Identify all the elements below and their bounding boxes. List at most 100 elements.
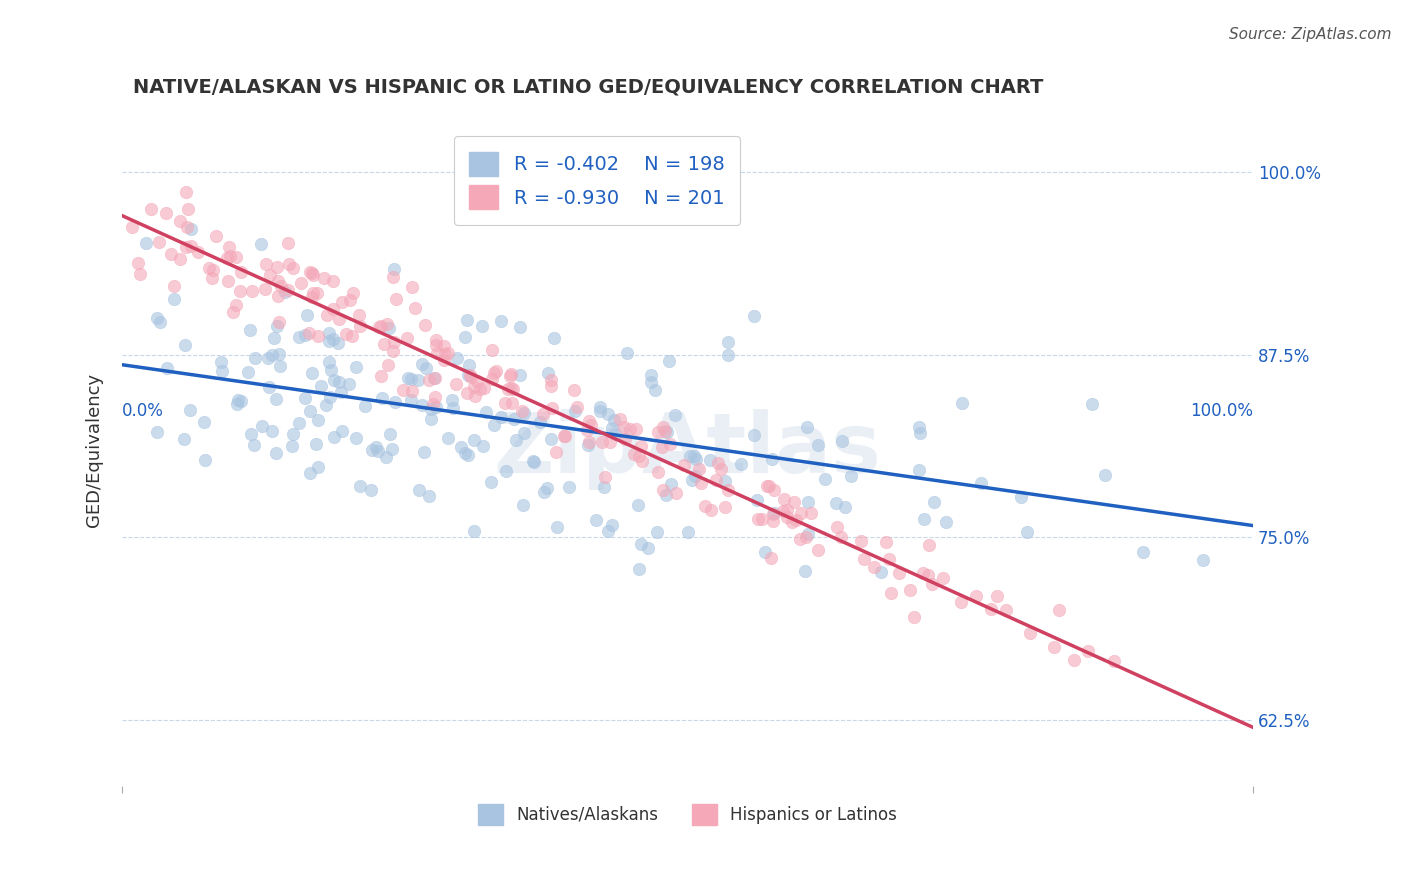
Point — [553, 429, 575, 443]
Point — [759, 550, 782, 565]
Point — [411, 398, 433, 412]
Point — [377, 358, 399, 372]
Point — [911, 566, 934, 581]
Point — [340, 328, 363, 343]
Point — [468, 382, 491, 396]
Point — [489, 314, 512, 328]
Point — [250, 236, 273, 251]
Point — [257, 380, 280, 394]
Point — [714, 500, 737, 514]
Point — [544, 445, 567, 459]
Point — [169, 252, 191, 266]
Point — [460, 370, 482, 384]
Point — [309, 379, 332, 393]
Point — [433, 353, 456, 368]
Point — [415, 361, 437, 376]
Point — [159, 247, 181, 261]
Point — [877, 552, 900, 566]
Point — [211, 364, 233, 378]
Point — [361, 443, 384, 458]
Point — [710, 462, 733, 476]
Point — [408, 483, 430, 498]
Point — [776, 510, 799, 524]
Point — [277, 283, 299, 297]
Point — [436, 345, 458, 359]
Point — [637, 541, 659, 555]
Point — [676, 524, 699, 539]
Point — [418, 489, 440, 503]
Point — [783, 494, 806, 508]
Point — [301, 290, 323, 304]
Point — [404, 301, 426, 315]
Point — [543, 330, 565, 344]
Point — [471, 318, 494, 333]
Point — [463, 379, 485, 393]
Point — [425, 370, 447, 384]
Text: Source: ZipAtlas.com: Source: ZipAtlas.com — [1229, 27, 1392, 42]
Point — [187, 244, 209, 259]
Point — [229, 285, 252, 299]
Text: NATIVE/ALASKAN VS HISPANIC OR LATINO GED/EQUIVALENCY CORRELATION CHART: NATIVE/ALASKAN VS HISPANIC OR LATINO GED… — [134, 78, 1043, 96]
Point — [509, 368, 531, 383]
Point — [869, 566, 891, 580]
Point — [422, 371, 444, 385]
Point — [664, 408, 686, 422]
Point — [290, 277, 312, 291]
Point — [344, 431, 367, 445]
Point — [797, 494, 820, 508]
Point — [509, 319, 531, 334]
Point — [917, 568, 939, 582]
Point — [562, 383, 585, 397]
Point — [135, 235, 157, 250]
Point — [762, 506, 785, 520]
Point — [163, 292, 186, 306]
Point — [288, 416, 311, 430]
Point — [378, 427, 401, 442]
Point — [575, 423, 598, 437]
Point — [218, 240, 240, 254]
Point — [689, 476, 711, 491]
Point — [353, 400, 375, 414]
Point — [396, 371, 419, 385]
Point — [401, 392, 423, 407]
Point — [627, 498, 650, 512]
Point — [599, 435, 621, 450]
Point — [907, 419, 929, 434]
Point — [322, 332, 344, 346]
Point — [912, 511, 935, 525]
Point — [422, 397, 444, 411]
Point — [834, 500, 856, 514]
Point — [264, 445, 287, 459]
Point — [613, 420, 636, 434]
Point — [463, 524, 485, 539]
Point — [644, 383, 666, 397]
Point — [512, 499, 534, 513]
Point — [1019, 626, 1042, 640]
Point — [1077, 644, 1099, 658]
Point — [616, 346, 638, 360]
Point — [1191, 553, 1213, 567]
Point — [382, 334, 405, 349]
Point — [685, 469, 707, 483]
Point — [173, 433, 195, 447]
Text: ZipAtlas: ZipAtlas — [494, 409, 882, 490]
Point — [457, 448, 479, 462]
Point — [381, 442, 404, 456]
Point — [433, 339, 456, 353]
Point — [651, 440, 673, 454]
Point — [495, 464, 517, 478]
Point — [149, 315, 172, 329]
Point — [347, 309, 370, 323]
Point — [922, 494, 945, 508]
Point — [177, 202, 200, 217]
Point — [596, 524, 619, 539]
Point — [454, 445, 477, 459]
Point — [444, 377, 467, 392]
Point — [129, 267, 152, 281]
Point — [299, 404, 322, 418]
Point — [146, 311, 169, 326]
Point — [685, 452, 707, 467]
Point — [589, 404, 612, 418]
Point — [645, 524, 668, 539]
Point — [315, 398, 337, 412]
